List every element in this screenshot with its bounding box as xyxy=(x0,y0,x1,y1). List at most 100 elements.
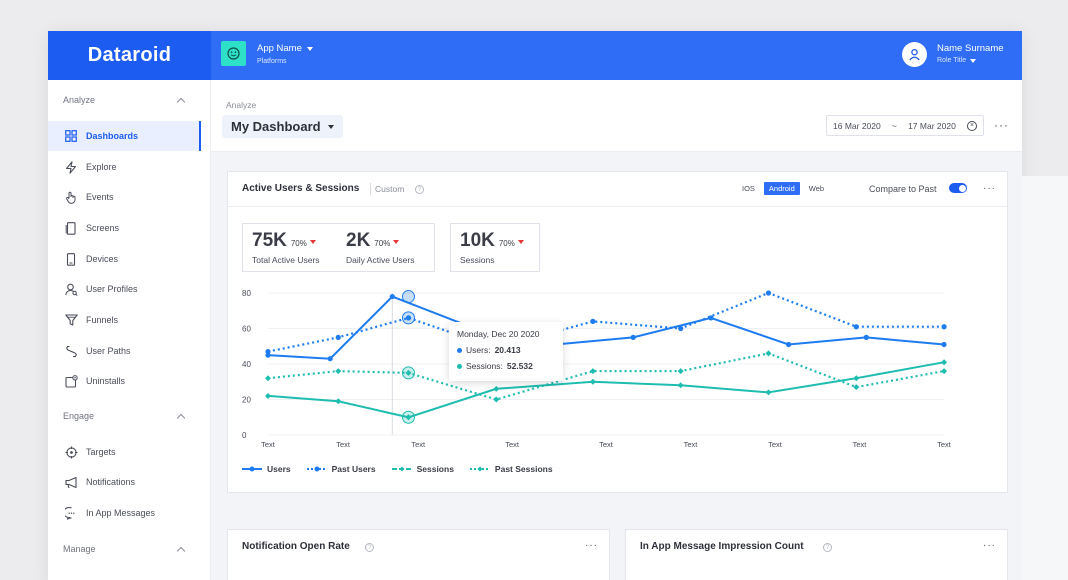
y-tick-label: 20 xyxy=(242,396,251,405)
sidebar-item-dashboards[interactable]: Dashboards xyxy=(48,121,201,151)
stat-value: 2K xyxy=(346,230,371,251)
sidebar-item-funnels[interactable]: Funnels xyxy=(48,305,201,335)
tooltip-sessions-label: Sessions: xyxy=(466,361,503,371)
tab-ios[interactable]: IOS xyxy=(742,184,755,193)
data-point xyxy=(853,324,859,330)
data-point xyxy=(785,341,792,348)
legend-sessions[interactable]: Sessions xyxy=(391,464,454,474)
chat-icon xyxy=(64,506,78,520)
data-point xyxy=(265,392,271,399)
role-selector[interactable]: Role Title xyxy=(937,57,977,64)
data-point xyxy=(589,378,596,385)
dashboard-header: Analyze My Dashboard 16 Mar 2020 ~ 17 Ma… xyxy=(211,80,1022,152)
chart-tooltip: Monday, Dec 20 2020 Users: 20.413 Session… xyxy=(449,322,563,381)
legend-label: Users xyxy=(267,464,291,474)
data-point xyxy=(677,382,684,389)
sidebar-item-label: Dashboards xyxy=(86,131,139,141)
more-icon[interactable]: ··· xyxy=(585,540,598,551)
help-icon[interactable]: ? xyxy=(365,543,374,552)
sidebar-item-targets[interactable]: Targets xyxy=(48,437,201,467)
avatar[interactable] xyxy=(902,42,927,67)
data-point xyxy=(941,359,948,366)
stat-pct: 70% xyxy=(290,239,307,248)
megaphone-icon xyxy=(64,475,78,489)
sidebar-item-in-app-messages[interactable]: In App Messages xyxy=(48,498,201,528)
data-point xyxy=(589,368,596,375)
sidebar-item-label: Targets xyxy=(86,447,116,457)
brand-logo[interactable]: Dataroid xyxy=(48,31,211,80)
chevron-up-icon[interactable] xyxy=(176,413,186,423)
chevron-down-icon xyxy=(306,46,313,51)
data-point xyxy=(265,375,271,382)
tooltip-users-row: Users: 20.413 xyxy=(457,345,555,355)
background-panel xyxy=(1022,176,1068,580)
sidebar-item-label: Notifications xyxy=(86,477,136,487)
date-separator: ~ xyxy=(891,120,897,131)
tap-icon xyxy=(64,190,78,204)
sessions-dot-icon xyxy=(457,363,462,369)
sidebar-item-uninstalls[interactable]: Uninstalls xyxy=(48,366,201,396)
dashboard-selector[interactable]: My Dashboard xyxy=(222,115,343,138)
data-point xyxy=(405,414,412,421)
data-point xyxy=(941,368,948,375)
x-tick-label: Text xyxy=(853,440,868,449)
sidebar-item-user-paths[interactable]: User Paths xyxy=(48,336,201,366)
tab-web[interactable]: Web xyxy=(808,184,825,193)
stat-label: Daily Active Users xyxy=(346,255,415,265)
chevron-up-icon[interactable] xyxy=(176,97,186,107)
breadcrumb[interactable]: Analyze xyxy=(226,100,257,110)
line-chart[interactable]: 0 20 40 60 80 Text Text Text Text Text Text Text Tex… xyxy=(228,172,1009,494)
data-point xyxy=(941,341,947,348)
sidebar-item-label: Explore xyxy=(86,162,117,172)
sidebar-item-notifications[interactable]: Notifications xyxy=(48,467,201,497)
card-header: Active Users & Sessions Custom ? IOS And… xyxy=(228,172,1007,207)
sidebar-item-devices[interactable]: Devices xyxy=(48,244,201,274)
legend-past-sessions[interactable]: Past Sessions xyxy=(469,464,553,474)
data-point xyxy=(335,398,342,405)
app-platforms: Platforms xyxy=(257,58,287,65)
help-icon[interactable]: ? xyxy=(823,543,832,552)
stat-pct: 70% xyxy=(374,239,391,248)
x-tick-label: Text xyxy=(599,440,614,449)
compare-toggle[interactable] xyxy=(949,183,967,193)
stat-total-active-users: 75K 70% Total Active Users xyxy=(252,230,320,265)
stat-daily-active-users: 2K 70% Daily Active Users xyxy=(346,230,415,265)
legend-past-users[interactable]: Past Users xyxy=(306,464,376,474)
app-icon[interactable] xyxy=(221,41,246,66)
legend-users[interactable]: Users xyxy=(242,464,291,474)
sidebar-item-explore[interactable]: Explore xyxy=(48,152,201,182)
sidebar: Analyze Dashboards Explore Events Screen… xyxy=(48,80,211,580)
bolt-icon xyxy=(64,160,78,174)
app-selector[interactable]: App Name xyxy=(257,43,313,54)
highlight-marker xyxy=(401,366,415,380)
legend-label: Sessions xyxy=(416,464,454,474)
more-icon[interactable]: ··· xyxy=(983,183,996,194)
data-point xyxy=(765,389,772,396)
x-tick-label: Text xyxy=(261,440,276,449)
user-name[interactable]: Name Surname xyxy=(937,43,1004,54)
data-point xyxy=(678,325,684,332)
date-range-picker[interactable]: 16 Mar 2020 ~ 17 Mar 2020 × xyxy=(826,115,984,136)
data-point xyxy=(765,350,772,357)
legend-label: Past Sessions xyxy=(494,464,553,474)
sidebar-item-events[interactable]: Events xyxy=(48,182,201,212)
tab-android[interactable]: Android xyxy=(763,182,800,195)
more-icon[interactable]: ··· xyxy=(994,118,1009,132)
data-point xyxy=(335,368,342,375)
card-title: Notification Open Rate xyxy=(242,541,350,552)
card-subtitle: Custom xyxy=(375,184,405,194)
clear-icon[interactable]: × xyxy=(967,120,977,131)
more-icon[interactable]: ··· xyxy=(983,540,996,551)
chevron-up-icon[interactable] xyxy=(176,546,186,556)
series-line-past-sessions xyxy=(267,352,945,401)
date-to: 17 Mar 2020 xyxy=(908,120,956,131)
stat-label: Total Active Users xyxy=(252,255,320,265)
funnel-icon xyxy=(64,313,78,327)
stat-box-sessions: 10K 70% Sessions xyxy=(450,223,540,272)
y-tick-label: 40 xyxy=(242,360,251,369)
sidebar-item-screens[interactable]: Screens xyxy=(48,213,201,243)
highlight-marker xyxy=(401,410,415,424)
data-point xyxy=(493,396,500,403)
sidebar-item-user-profiles[interactable]: User Profiles xyxy=(48,274,201,304)
help-icon[interactable]: ? xyxy=(415,185,424,194)
